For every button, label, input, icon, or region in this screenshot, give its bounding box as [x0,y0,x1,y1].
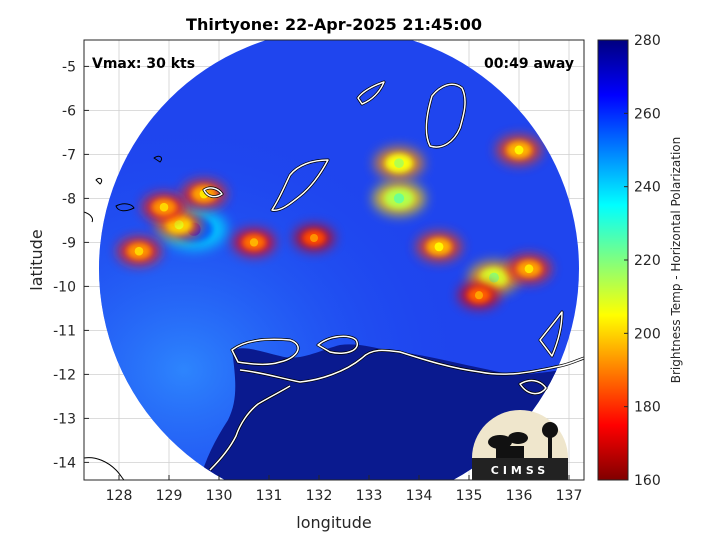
x-tick-label: 134 [406,488,433,504]
colorbar-label: Brightness Temp - Horizontal Polarizatio… [669,137,683,384]
x-axis-label: longitude [296,513,371,532]
x-tick-label: 136 [506,488,533,504]
y-tick-label: -14 [53,455,76,471]
y-ticks: -5 -6 -7 -8 -9 -10 -11 -12 -13 -14 [53,59,89,471]
colorbar-tick-label: 160 [634,473,661,489]
y-tick-label: -13 [53,411,76,427]
chart-title: Thirtyone: 22-Apr-2025 21:45:00 [186,15,482,34]
feature-core [514,145,524,155]
plot-frame [83,39,585,481]
x-tick-label: 135 [456,488,483,504]
x-tick-label: 130 [206,488,233,504]
feature-core [310,234,318,242]
x-tick-label: 132 [306,488,333,504]
colorbar-tick-label: 220 [634,253,661,269]
colorbar-tick-label: 180 [634,400,661,416]
feature-core [524,264,534,274]
y-tick-label: -12 [53,367,76,383]
x-tick-label: 133 [356,488,383,504]
feature-core [174,220,184,230]
colorbar-ticks: 160 180 200 220 240 260 280 [624,33,661,489]
x-tick-label: 137 [556,488,583,504]
y-tick-label: -6 [62,103,76,119]
x-ticks: 128 129 130 131 132 133 134 135 136 137 [106,475,583,504]
x-tick-label: 128 [106,488,133,504]
feature-core [159,202,169,212]
feature-core [474,291,484,300]
colorbar [597,39,629,481]
feature-core [394,158,404,169]
y-tick-label: -7 [62,147,76,163]
vmax-annotation: Vmax: 30 kts [92,56,195,72]
x-tick-label: 131 [256,488,283,504]
colorbar-tick-label: 260 [634,106,661,122]
away-annotation: 00:49 away [484,56,574,72]
y-tick-label: -10 [53,279,76,295]
convective-features [117,135,551,309]
coastlines [84,80,584,480]
feature-core [393,193,405,204]
feature-core [249,238,259,247]
y-tick-label: -9 [62,235,76,251]
cimss-logo-banner [472,458,568,480]
y-tick-label: -5 [62,59,76,75]
cimss-logo-text: CIMSS [491,464,549,477]
feature-core [434,242,444,252]
feature-core [489,272,499,283]
feature-core [134,246,144,256]
y-axis-label: latitude [27,229,46,290]
colorbar-tick-label: 280 [634,33,661,49]
cimss-logo: CIMSS [472,410,568,480]
colorbar-tick-label: 200 [634,326,661,342]
y-tick-label: -11 [53,323,76,339]
colorbar-tick-label: 240 [634,180,661,196]
x-tick-label: 129 [156,488,183,504]
y-tick-label: -8 [62,191,76,207]
